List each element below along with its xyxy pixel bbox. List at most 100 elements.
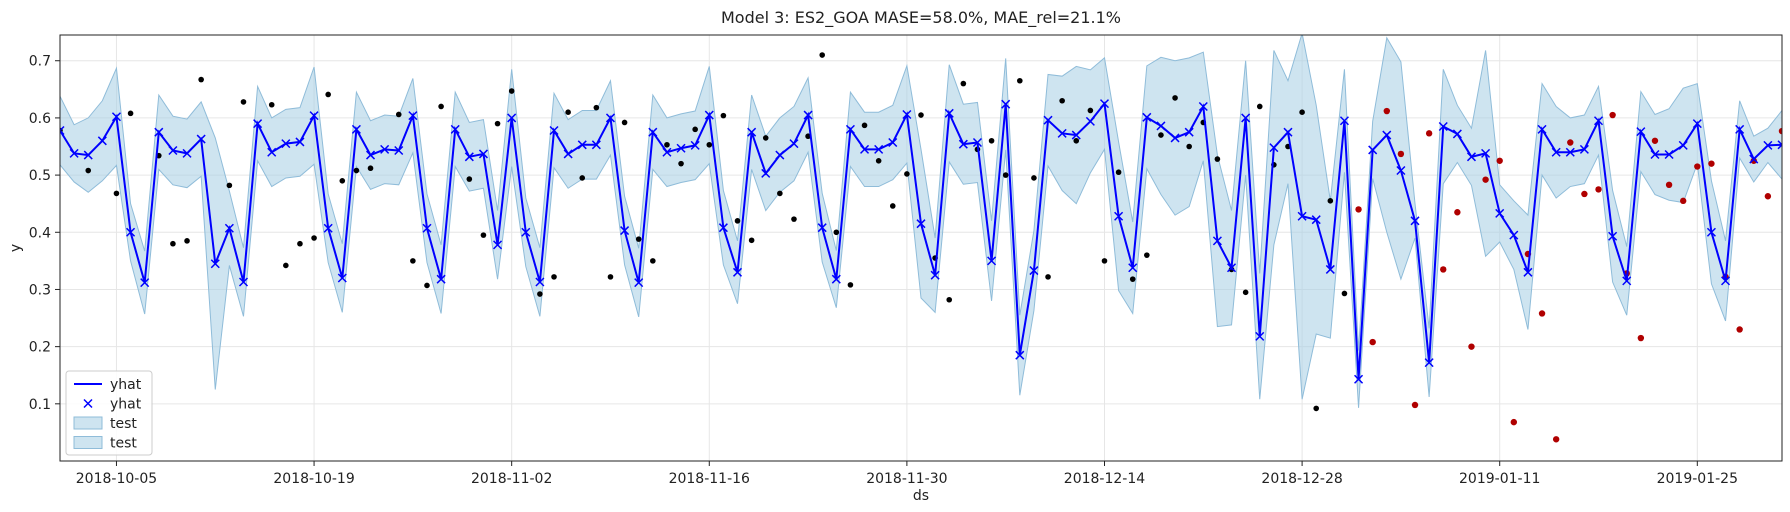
x-tick-label: 2019-01-11 <box>1459 471 1540 487</box>
yhat-marker <box>464 152 474 162</box>
observed-point <box>438 103 444 110</box>
yhat-marker <box>1269 143 1279 153</box>
yhat-marker <box>535 277 545 287</box>
yhat-marker <box>1706 227 1716 237</box>
y-tick-label: 0.5 <box>29 168 51 184</box>
observed-point <box>1341 290 1348 297</box>
yhat-marker <box>267 147 277 157</box>
yhat-marker <box>351 124 361 134</box>
observed-point <box>494 120 501 127</box>
observed-point <box>565 109 571 115</box>
yhat-marker <box>775 150 785 160</box>
observed-point <box>960 80 967 87</box>
legend-band-swatch <box>73 416 103 430</box>
observed-point <box>946 296 953 303</box>
yhat-marker <box>577 140 587 150</box>
observed-point <box>240 99 247 105</box>
yhat-marker <box>1749 154 1759 164</box>
yhat-marker <box>1579 144 1589 154</box>
observed-point <box>664 141 670 148</box>
yhat-marker <box>182 148 192 158</box>
x-tick-label: 2018-12-28 <box>1261 471 1342 487</box>
observed-point <box>692 126 698 133</box>
yhat-marker <box>1142 112 1152 122</box>
plot-area <box>60 35 1782 443</box>
plot-clipped <box>60 35 1782 443</box>
yhat-marker <box>591 140 601 150</box>
test-point <box>1651 137 1659 144</box>
y-axis-label: y <box>8 244 24 252</box>
test-point <box>1454 209 1461 216</box>
yhat-marker <box>860 144 870 154</box>
yhat-marker <box>605 113 616 123</box>
test-point <box>1369 338 1376 346</box>
yhat-marker <box>380 144 390 154</box>
test-point <box>1679 197 1687 205</box>
observed-point <box>395 111 402 118</box>
yhat-marker <box>1198 101 1208 112</box>
observed-point <box>607 274 614 280</box>
test-point <box>1694 163 1701 170</box>
x-axis-label: ds <box>913 488 929 504</box>
observed-point <box>889 203 896 209</box>
yhat-marker <box>111 112 121 122</box>
yhat-marker <box>83 150 93 160</box>
observed-point <box>734 218 741 224</box>
yhat-marker <box>394 145 404 156</box>
yhat-marker <box>1128 263 1138 273</box>
observed-point <box>904 171 910 177</box>
yhat-marker <box>732 267 743 277</box>
y-tick-label: 0.4 <box>29 225 51 241</box>
test-point <box>1764 193 1772 200</box>
observed-point <box>635 236 642 242</box>
yhat-marker <box>747 127 757 137</box>
observed-point <box>466 176 473 182</box>
observed-point <box>1313 405 1320 412</box>
observed-point <box>1242 289 1249 296</box>
yhat-marker <box>1043 115 1053 125</box>
observed-point <box>85 167 92 174</box>
yhat-marker <box>507 113 517 123</box>
yhat-marker <box>817 223 827 233</box>
observed-point <box>1214 156 1221 162</box>
observed-point <box>1299 109 1305 115</box>
observed-point <box>875 157 882 164</box>
yhat-marker <box>1466 152 1477 162</box>
yhat-marker <box>1678 140 1688 150</box>
y-tick-label: 0.3 <box>29 282 51 298</box>
observed-point <box>1158 132 1164 138</box>
yhat-marker <box>831 274 841 284</box>
yhat-marker <box>1523 267 1533 277</box>
test-point <box>1425 130 1433 137</box>
test-point <box>1510 418 1518 426</box>
test-point <box>1383 107 1390 115</box>
yhat-marker <box>450 124 460 134</box>
yhat-marker <box>1255 331 1265 341</box>
yhat-marker <box>1495 208 1505 218</box>
yhat-marker <box>309 111 319 121</box>
yhat-marker <box>563 149 573 159</box>
y-tick-label: 0.6 <box>29 111 51 127</box>
x-tick-label: 2018-10-19 <box>273 471 354 487</box>
yhat-marker <box>1438 121 1448 132</box>
observed-point <box>847 282 854 288</box>
observed-point <box>311 235 317 241</box>
yhat-marker <box>676 143 686 153</box>
yhat-marker <box>140 278 150 288</box>
test-point <box>1736 326 1743 333</box>
test-point <box>1468 343 1475 350</box>
yhat-marker <box>60 125 65 136</box>
yhat-marker <box>1551 147 1561 157</box>
observed-point <box>1087 107 1094 114</box>
observed-point <box>367 165 374 172</box>
yhat-marker <box>1057 128 1067 138</box>
observed-point <box>1073 137 1080 144</box>
yhat-marker <box>803 110 813 120</box>
yhat-marker <box>1325 264 1335 274</box>
yhat-marker <box>1593 116 1604 126</box>
test-point <box>1595 186 1602 193</box>
test-point <box>1411 401 1419 409</box>
test-point <box>1708 160 1715 167</box>
yhat-marker <box>1297 211 1307 221</box>
